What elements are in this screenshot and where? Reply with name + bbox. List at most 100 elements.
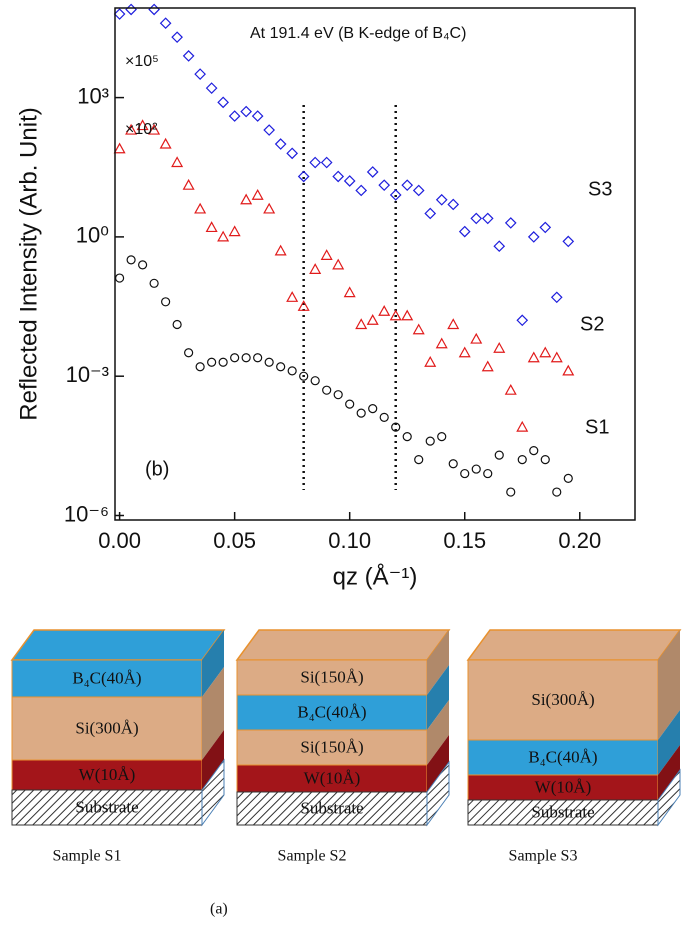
data-point bbox=[435, 337, 448, 349]
data-point bbox=[550, 291, 563, 304]
data-point bbox=[493, 240, 506, 253]
data-point bbox=[148, 123, 161, 135]
layer bbox=[236, 694, 428, 731]
data-point bbox=[483, 468, 493, 479]
data-point bbox=[494, 450, 504, 460]
data-point bbox=[207, 357, 217, 367]
data-point bbox=[504, 383, 517, 395]
data-point bbox=[195, 362, 205, 372]
data-point bbox=[425, 436, 435, 446]
data-point bbox=[217, 96, 229, 109]
data-point bbox=[527, 231, 540, 243]
layer-label: Si(150Å) bbox=[300, 737, 363, 756]
sample-caption: Sample S2 bbox=[278, 848, 347, 865]
data-point bbox=[286, 147, 299, 160]
y-axis-title: Reflected Intensity (Arb. Unit) bbox=[15, 107, 42, 420]
layer bbox=[467, 659, 659, 741]
data-point bbox=[251, 110, 264, 122]
layer-side bbox=[658, 630, 680, 740]
data-point bbox=[113, 142, 126, 154]
data-point bbox=[276, 362, 286, 372]
data-point bbox=[366, 314, 379, 325]
data-point bbox=[435, 193, 448, 206]
data-point bbox=[389, 189, 402, 201]
data-point bbox=[412, 184, 425, 197]
annotation: (b) bbox=[145, 458, 169, 480]
x-tick-label: 0.10 bbox=[328, 528, 371, 553]
layer bbox=[11, 789, 203, 826]
data-point bbox=[184, 348, 194, 358]
data-point bbox=[309, 156, 322, 169]
data-point bbox=[113, 8, 126, 20]
y-tick-label: 10⁻⁶ bbox=[64, 501, 109, 526]
data-point bbox=[205, 221, 218, 233]
data-point bbox=[320, 156, 333, 169]
layer-side bbox=[427, 630, 449, 695]
data-point bbox=[506, 487, 516, 497]
layer bbox=[11, 696, 203, 761]
data-point bbox=[402, 432, 412, 442]
layer-side bbox=[202, 730, 224, 790]
plot-frame bbox=[114, 7, 636, 521]
data-point bbox=[412, 323, 425, 335]
data-point bbox=[470, 212, 483, 225]
layer bbox=[467, 799, 659, 826]
annotation: ×10² bbox=[125, 121, 158, 138]
data-point bbox=[516, 314, 529, 327]
layer-label: B₄C(40Å) bbox=[297, 702, 366, 721]
data-point bbox=[447, 318, 460, 330]
data-point bbox=[138, 260, 148, 270]
data-point bbox=[182, 50, 195, 62]
layer-label: W(10Å) bbox=[304, 768, 361, 787]
data-point bbox=[517, 454, 527, 465]
layer bbox=[467, 739, 659, 776]
layer-side bbox=[427, 665, 449, 730]
data-point bbox=[379, 412, 389, 422]
data-point bbox=[539, 221, 552, 234]
data-point bbox=[424, 355, 437, 367]
data-point bbox=[414, 454, 424, 465]
data-point bbox=[516, 420, 529, 432]
data-point bbox=[332, 258, 345, 270]
layer-side bbox=[201, 758, 225, 827]
data-point bbox=[424, 207, 437, 220]
annotation: ×10⁵ bbox=[125, 53, 159, 70]
data-point bbox=[161, 297, 171, 307]
annotation: S3 bbox=[588, 178, 612, 200]
data-point bbox=[251, 188, 264, 200]
data-point bbox=[529, 445, 539, 456]
data-point bbox=[240, 105, 252, 118]
x-axis-title: qz (Å⁻¹) bbox=[333, 562, 418, 590]
data-point bbox=[378, 305, 391, 316]
layer bbox=[236, 659, 428, 696]
x-tick-label: 0.00 bbox=[98, 528, 141, 553]
data-point bbox=[241, 353, 251, 363]
data-point bbox=[115, 273, 125, 283]
data-point bbox=[458, 346, 471, 358]
layer-side bbox=[658, 745, 680, 800]
x-tick-label: 0.05 bbox=[213, 528, 256, 553]
data-point bbox=[460, 468, 470, 479]
data-point bbox=[297, 300, 310, 311]
layer-top-face bbox=[10, 629, 226, 661]
data-point bbox=[194, 202, 207, 214]
data-point bbox=[228, 225, 241, 237]
layer-label: Si(300Å) bbox=[75, 718, 138, 737]
layer-label: Si(150Å) bbox=[300, 667, 363, 686]
annotation: S1 bbox=[585, 416, 609, 438]
data-point bbox=[287, 366, 297, 376]
layer-side bbox=[657, 768, 681, 827]
data-point bbox=[240, 193, 253, 205]
data-point bbox=[264, 357, 274, 367]
layer-label: Substrate bbox=[300, 798, 363, 817]
sample-caption: Sample S3 bbox=[509, 848, 578, 865]
data-point bbox=[333, 390, 343, 400]
data-point bbox=[345, 399, 355, 409]
layer-label: W(10Å) bbox=[535, 777, 592, 796]
data-point bbox=[310, 376, 320, 386]
data-point bbox=[527, 351, 540, 363]
data-point bbox=[504, 217, 517, 229]
layer bbox=[11, 759, 203, 791]
data-point bbox=[493, 342, 506, 353]
data-point bbox=[159, 137, 172, 149]
